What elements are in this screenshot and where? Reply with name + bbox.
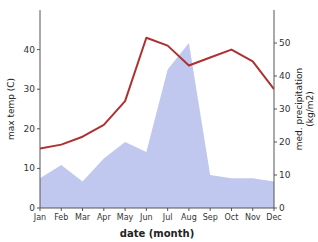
y2-tick xyxy=(274,142,277,143)
x-tick xyxy=(167,208,168,211)
y-tick xyxy=(37,49,40,50)
x-tick xyxy=(146,208,147,211)
x-tick xyxy=(103,208,104,211)
x-tick-label: May xyxy=(117,213,134,222)
y-tick xyxy=(37,128,40,129)
y2-tick-label: 20 xyxy=(279,137,291,147)
chart: 0 10 20 30 40 0 10 20 30 40 50 Jan Feb Mar Apr May Jun Ju… xyxy=(0,0,318,242)
y-tick-label: 20 xyxy=(24,124,36,134)
y-axis-line xyxy=(40,10,41,208)
x-tick xyxy=(252,208,253,211)
y-tick xyxy=(37,168,40,169)
x-tick-label: Apr xyxy=(97,213,112,222)
x-tick xyxy=(61,208,62,211)
y2-tick xyxy=(274,109,277,110)
x-tick xyxy=(125,208,126,211)
x-tick xyxy=(40,208,41,211)
y-axis-label: max temp (C) xyxy=(6,78,16,140)
x-tick-label: Mar xyxy=(75,213,91,222)
x-tick-label: Dec xyxy=(266,213,281,222)
x-tick-label: Jan xyxy=(33,213,46,222)
precipitation-area xyxy=(40,43,274,208)
x-tick-label: Jul xyxy=(162,213,173,222)
x-axis-line xyxy=(40,208,274,209)
y2-tick-label: 0 xyxy=(279,203,285,213)
y-tick-label: 30 xyxy=(24,84,36,94)
x-tick-label: Nov xyxy=(245,213,261,222)
y2-tick xyxy=(274,175,277,176)
x-tick-label: Oct xyxy=(225,213,239,222)
x-tick-label: Jun xyxy=(139,213,153,222)
y2-tick-label: 10 xyxy=(279,170,291,180)
x-tick xyxy=(210,208,211,211)
x-tick-label: Sep xyxy=(203,213,218,222)
y-tick-label: 0 xyxy=(29,203,35,213)
temperature-line xyxy=(40,38,274,149)
x-tick xyxy=(82,208,83,211)
y2-tick-label: 30 xyxy=(279,104,291,114)
y-tick-label: 10 xyxy=(24,163,36,173)
y2-tick xyxy=(274,43,277,44)
y-tick-label: 40 xyxy=(24,45,36,55)
y2-tick xyxy=(274,76,277,77)
y-tick xyxy=(37,89,40,90)
y2-axis-label-line: (kg/m2) xyxy=(305,91,315,126)
x-tick-label: Aug xyxy=(181,213,197,222)
x-tick xyxy=(188,208,189,211)
y2-axis-label-line: med. precipitation xyxy=(294,68,304,150)
x-tick xyxy=(274,208,275,211)
plot-area xyxy=(40,38,274,208)
y2-tick-label: 40 xyxy=(279,71,291,81)
y2-tick-label: 50 xyxy=(279,38,291,48)
x-tick-label: Feb xyxy=(54,213,68,222)
x-axis-label: date (month) xyxy=(120,228,194,239)
x-tick xyxy=(231,208,232,211)
y2-axis-label: med. precipitation(kg/m2) xyxy=(294,68,315,150)
